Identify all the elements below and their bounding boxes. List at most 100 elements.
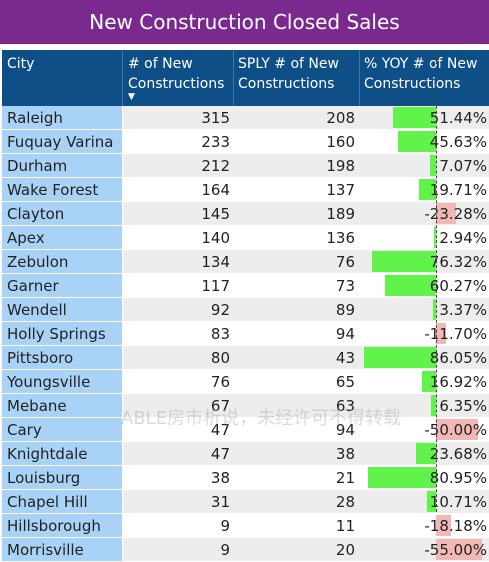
cell-city: Raleigh [2, 106, 122, 129]
cell-sply: 89 [335, 301, 355, 319]
cell-yoy: -50.00% [424, 421, 487, 439]
cell-new-constructions: 117 [201, 277, 230, 295]
sales-table: City # of New Constructions ▼ SPLY # of … [2, 50, 489, 562]
cell-yoy: 60.27% [429, 277, 487, 295]
table-row[interactable]: Clayton 145 189 -23.28% [2, 202, 489, 226]
table-row[interactable]: Morrisville 9 20 -55.00% [2, 538, 489, 562]
yoy-negative-bar [436, 515, 452, 536]
yoy-positive-bar [371, 251, 436, 272]
table-row[interactable]: Youngsville 76 65 16.92% [2, 370, 489, 394]
cell-yoy: 6.35% [439, 397, 487, 415]
cell-yoy: -55.00% [424, 541, 487, 559]
row-background [123, 394, 489, 417]
cell-sply: 21 [335, 469, 355, 487]
table-header: City # of New Constructions ▼ SPLY # of … [2, 50, 489, 106]
table-row[interactable]: Garner 117 73 60.27% [2, 274, 489, 298]
yoy-positive-bar [421, 371, 436, 392]
yoy-negative-bar [436, 419, 478, 440]
cell-yoy: 16.92% [429, 373, 487, 391]
cell-city: Fuquay Varina [2, 130, 122, 153]
sort-descending-icon[interactable]: ▼ [128, 92, 135, 102]
yoy-positive-bar [368, 467, 436, 488]
cell-yoy: 80.95% [429, 469, 487, 487]
table-body: Raleigh 315 208 51.44% Fuquay Varina 233 160 45… [2, 106, 489, 562]
cell-city: Zebulon [2, 250, 122, 273]
row-background [123, 514, 489, 537]
table-row[interactable]: Holly Springs 83 94 -11.70% [2, 322, 489, 346]
yoy-positive-bar [416, 443, 436, 464]
table-row[interactable]: Chapel Hill 31 28 10.71% [2, 490, 489, 514]
table-row[interactable]: Raleigh 315 208 51.44% [2, 106, 489, 130]
cell-sply: 63 [335, 397, 355, 415]
column-header-city[interactable]: City [7, 56, 35, 72]
cell-city: Clayton [2, 202, 122, 225]
cell-sply: 43 [335, 349, 355, 367]
table-row[interactable]: Apex 140 136 2.94% [2, 226, 489, 250]
row-background [123, 370, 489, 393]
yoy-positive-bar [385, 275, 436, 296]
cell-new-constructions: 9 [220, 541, 230, 559]
yoy-positive-bar [433, 299, 436, 320]
table-row[interactable]: Mebane 67 63 6.35% [2, 394, 489, 418]
row-background [123, 490, 489, 513]
cell-yoy: 10.71% [429, 493, 487, 511]
cell-yoy: -23.28% [424, 205, 487, 223]
table-row[interactable]: Zebulon 134 76 76.32% [2, 250, 489, 274]
table-row[interactable]: Wake Forest 164 137 19.71% [2, 178, 489, 202]
table-row[interactable]: Hillsborough 9 11 -18.18% [2, 514, 489, 538]
cell-new-constructions: 67 [210, 397, 230, 415]
cell-city: Knightdale [2, 442, 122, 465]
cell-city: Chapel Hill [2, 490, 122, 513]
yoy-positive-bar [430, 155, 436, 176]
cell-new-constructions: 76 [210, 373, 230, 391]
cell-sply: 160 [326, 133, 355, 151]
cell-new-constructions: 47 [210, 421, 230, 439]
yoy-zero-axis [436, 56, 437, 512]
cell-city: Cary [2, 418, 122, 441]
table-row[interactable]: Fuquay Varina 233 160 45.63% [2, 130, 489, 154]
row-background [123, 178, 489, 201]
yoy-positive-bar [430, 395, 436, 416]
cell-city: Durham [2, 154, 122, 177]
yoy-positive-bar [392, 107, 436, 128]
yoy-positive-bar [427, 491, 436, 512]
row-background [123, 442, 489, 465]
yoy-negative-bar [436, 539, 483, 560]
cell-sply: 20 [335, 541, 355, 559]
cell-yoy: 51.44% [429, 109, 487, 127]
cell-city: Youngsville [2, 370, 122, 393]
cell-new-constructions: 164 [201, 181, 230, 199]
cell-sply: 198 [326, 157, 355, 175]
table-row[interactable]: Knightdale 47 38 23.68% [2, 442, 489, 466]
table-row[interactable]: Louisburg 38 21 80.95% [2, 466, 489, 490]
row-background [123, 130, 489, 153]
table-row[interactable]: Pittsboro 80 43 86.05% [2, 346, 489, 370]
row-background [123, 154, 489, 177]
table-row[interactable]: Cary 47 94 -50.00% [2, 418, 489, 442]
yoy-positive-bar [397, 131, 436, 152]
row-background [123, 322, 489, 345]
column-divider [359, 50, 360, 106]
cell-yoy: 23.68% [429, 445, 487, 463]
cell-city: Wake Forest [2, 178, 122, 201]
cell-yoy: 19.71% [429, 181, 487, 199]
cell-city: Holly Springs [2, 322, 122, 345]
column-divider [233, 50, 234, 106]
cell-sply: 136 [326, 229, 355, 247]
cell-sply: 73 [335, 277, 355, 295]
page-title: New Construction Closed Sales [0, 0, 489, 44]
cell-new-constructions: 212 [201, 157, 230, 175]
column-header-new-constructions[interactable]: # of New Constructions [128, 56, 225, 92]
row-background [123, 418, 489, 441]
table-row[interactable]: Wendell 92 89 3.37% [2, 298, 489, 322]
column-header-yoy[interactable]: % YOY # of New Constructions [364, 56, 478, 92]
row-background [123, 298, 489, 321]
column-header-sply[interactable]: SPLY # of New Constructions [238, 56, 339, 92]
cell-yoy: -18.18% [424, 517, 487, 535]
cell-city: Garner [2, 274, 122, 297]
yoy-positive-bar [433, 227, 436, 248]
cell-city: Apex [2, 226, 122, 249]
table-row[interactable]: Durham 212 198 7.07% [2, 154, 489, 178]
cell-new-constructions: 31 [210, 493, 230, 511]
cell-sply: 94 [335, 325, 355, 343]
